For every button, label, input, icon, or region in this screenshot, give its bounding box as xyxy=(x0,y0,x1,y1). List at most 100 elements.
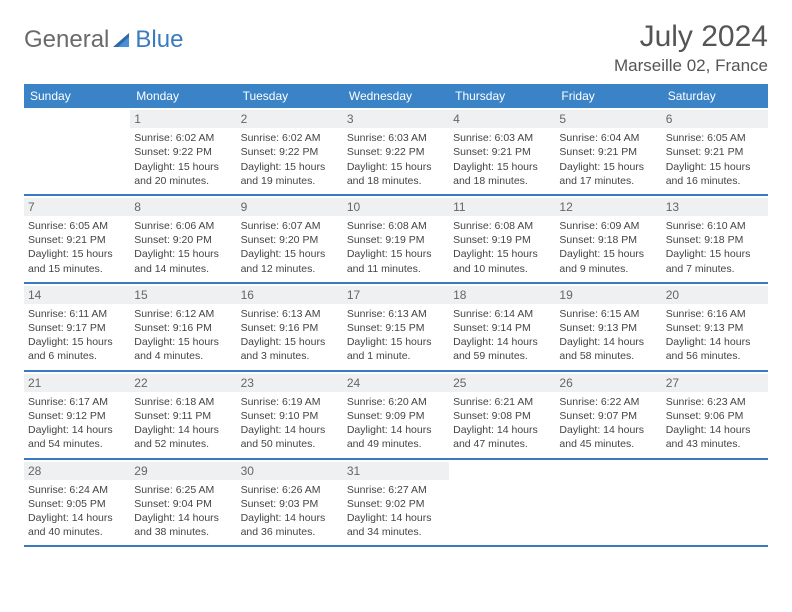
dow-cell: Wednesday xyxy=(343,84,449,108)
weeks-container: 1Sunrise: 6:02 AMSunset: 9:22 PMDaylight… xyxy=(24,108,768,547)
sunset-text: Sunset: 9:16 PM xyxy=(134,321,232,335)
sunrise-text: Sunrise: 6:18 AM xyxy=(134,395,232,409)
logo-text-general: General xyxy=(24,26,109,54)
sunrise-text: Sunrise: 6:21 AM xyxy=(453,395,551,409)
daylight-text: Daylight: 15 hours and 9 minutes. xyxy=(559,247,657,275)
daylight-text: Daylight: 15 hours and 17 minutes. xyxy=(559,160,657,188)
day-number: 9 xyxy=(237,198,343,216)
dow-header-row: Sunday Monday Tuesday Wednesday Thursday… xyxy=(24,84,768,108)
daylight-text: Daylight: 14 hours and 36 minutes. xyxy=(241,511,339,539)
sunrise-text: Sunrise: 6:05 AM xyxy=(666,131,764,145)
week-row: 21Sunrise: 6:17 AMSunset: 9:12 PMDayligh… xyxy=(24,372,768,460)
day-number: 25 xyxy=(449,374,555,392)
day-number: 24 xyxy=(343,374,449,392)
sunset-text: Sunset: 9:08 PM xyxy=(453,409,551,423)
day-cell: 17Sunrise: 6:13 AMSunset: 9:15 PMDayligh… xyxy=(343,284,449,370)
sunrise-text: Sunrise: 6:22 AM xyxy=(559,395,657,409)
week-row: 1Sunrise: 6:02 AMSunset: 9:22 PMDaylight… xyxy=(24,108,768,196)
sunset-text: Sunset: 9:20 PM xyxy=(241,233,339,247)
sunset-text: Sunset: 9:21 PM xyxy=(453,145,551,159)
day-cell: 9Sunrise: 6:07 AMSunset: 9:20 PMDaylight… xyxy=(237,196,343,282)
sunrise-text: Sunrise: 6:03 AM xyxy=(453,131,551,145)
daylight-text: Daylight: 15 hours and 6 minutes. xyxy=(28,335,126,363)
day-cell: 27Sunrise: 6:23 AMSunset: 9:06 PMDayligh… xyxy=(662,372,768,458)
sail-icon xyxy=(111,31,133,49)
sunrise-text: Sunrise: 6:19 AM xyxy=(241,395,339,409)
day-cell: 28Sunrise: 6:24 AMSunset: 9:05 PMDayligh… xyxy=(24,460,130,546)
sunrise-text: Sunrise: 6:08 AM xyxy=(453,219,551,233)
sunrise-text: Sunrise: 6:06 AM xyxy=(134,219,232,233)
daylight-text: Daylight: 14 hours and 59 minutes. xyxy=(453,335,551,363)
sunset-text: Sunset: 9:18 PM xyxy=(559,233,657,247)
sunset-text: Sunset: 9:02 PM xyxy=(347,497,445,511)
daylight-text: Daylight: 15 hours and 1 minute. xyxy=(347,335,445,363)
calendar: Sunday Monday Tuesday Wednesday Thursday… xyxy=(24,84,768,547)
sunrise-text: Sunrise: 6:10 AM xyxy=(666,219,764,233)
sunrise-text: Sunrise: 6:14 AM xyxy=(453,307,551,321)
day-cell: 23Sunrise: 6:19 AMSunset: 9:10 PMDayligh… xyxy=(237,372,343,458)
daylight-text: Daylight: 14 hours and 49 minutes. xyxy=(347,423,445,451)
daylight-text: Daylight: 14 hours and 40 minutes. xyxy=(28,511,126,539)
sunset-text: Sunset: 9:06 PM xyxy=(666,409,764,423)
title-block: July 2024 Marseille 02, France xyxy=(614,20,768,76)
sunset-text: Sunset: 9:07 PM xyxy=(559,409,657,423)
day-cell: 16Sunrise: 6:13 AMSunset: 9:16 PMDayligh… xyxy=(237,284,343,370)
sunrise-text: Sunrise: 6:24 AM xyxy=(28,483,126,497)
sunset-text: Sunset: 9:16 PM xyxy=(241,321,339,335)
daylight-text: Daylight: 15 hours and 16 minutes. xyxy=(666,160,764,188)
daylight-text: Daylight: 15 hours and 3 minutes. xyxy=(241,335,339,363)
sunrise-text: Sunrise: 6:02 AM xyxy=(241,131,339,145)
day-cell xyxy=(662,460,768,546)
sunset-text: Sunset: 9:21 PM xyxy=(559,145,657,159)
day-cell: 12Sunrise: 6:09 AMSunset: 9:18 PMDayligh… xyxy=(555,196,661,282)
sunset-text: Sunset: 9:15 PM xyxy=(347,321,445,335)
sunrise-text: Sunrise: 6:12 AM xyxy=(134,307,232,321)
sunrise-text: Sunrise: 6:08 AM xyxy=(347,219,445,233)
sunset-text: Sunset: 9:13 PM xyxy=(559,321,657,335)
sunset-text: Sunset: 9:22 PM xyxy=(347,145,445,159)
day-cell: 5Sunrise: 6:04 AMSunset: 9:21 PMDaylight… xyxy=(555,108,661,194)
day-number: 6 xyxy=(662,110,768,128)
sunset-text: Sunset: 9:17 PM xyxy=(28,321,126,335)
day-cell xyxy=(24,108,130,194)
day-cell: 26Sunrise: 6:22 AMSunset: 9:07 PMDayligh… xyxy=(555,372,661,458)
daylight-text: Daylight: 14 hours and 52 minutes. xyxy=(134,423,232,451)
day-number: 19 xyxy=(555,286,661,304)
daylight-text: Daylight: 15 hours and 18 minutes. xyxy=(347,160,445,188)
dow-cell: Tuesday xyxy=(237,84,343,108)
day-cell: 3Sunrise: 6:03 AMSunset: 9:22 PMDaylight… xyxy=(343,108,449,194)
day-cell: 11Sunrise: 6:08 AMSunset: 9:19 PMDayligh… xyxy=(449,196,555,282)
day-cell: 13Sunrise: 6:10 AMSunset: 9:18 PMDayligh… xyxy=(662,196,768,282)
dow-cell: Saturday xyxy=(662,84,768,108)
day-number: 31 xyxy=(343,462,449,480)
day-cell: 18Sunrise: 6:14 AMSunset: 9:14 PMDayligh… xyxy=(449,284,555,370)
day-number: 4 xyxy=(449,110,555,128)
day-cell: 31Sunrise: 6:27 AMSunset: 9:02 PMDayligh… xyxy=(343,460,449,546)
day-number: 18 xyxy=(449,286,555,304)
daylight-text: Daylight: 14 hours and 58 minutes. xyxy=(559,335,657,363)
sunrise-text: Sunrise: 6:09 AM xyxy=(559,219,657,233)
daylight-text: Daylight: 15 hours and 20 minutes. xyxy=(134,160,232,188)
location-label: Marseille 02, France xyxy=(614,56,768,76)
sunrise-text: Sunrise: 6:15 AM xyxy=(559,307,657,321)
sunrise-text: Sunrise: 6:23 AM xyxy=(666,395,764,409)
day-number: 2 xyxy=(237,110,343,128)
day-number: 5 xyxy=(555,110,661,128)
daylight-text: Daylight: 14 hours and 45 minutes. xyxy=(559,423,657,451)
sunrise-text: Sunrise: 6:26 AM xyxy=(241,483,339,497)
sunset-text: Sunset: 9:21 PM xyxy=(666,145,764,159)
day-number: 16 xyxy=(237,286,343,304)
day-cell: 2Sunrise: 6:02 AMSunset: 9:22 PMDaylight… xyxy=(237,108,343,194)
logo: General Blue xyxy=(24,20,183,54)
day-cell xyxy=(449,460,555,546)
day-cell: 6 Sunrise: 6:05 AMSunset: 9:21 PMDaylight… xyxy=(662,108,768,194)
day-number: 7 xyxy=(24,198,130,216)
day-cell: 30Sunrise: 6:26 AMSunset: 9:03 PMDayligh… xyxy=(237,460,343,546)
day-cell: 4Sunrise: 6:03 AMSunset: 9:21 PMDaylight… xyxy=(449,108,555,194)
day-cell: 22Sunrise: 6:18 AMSunset: 9:11 PMDayligh… xyxy=(130,372,236,458)
day-number: 23 xyxy=(237,374,343,392)
day-number: 20 xyxy=(662,286,768,304)
sunset-text: Sunset: 9:21 PM xyxy=(28,233,126,247)
page-title: July 2024 xyxy=(614,20,768,54)
sunrise-text: Sunrise: 6:03 AM xyxy=(347,131,445,145)
